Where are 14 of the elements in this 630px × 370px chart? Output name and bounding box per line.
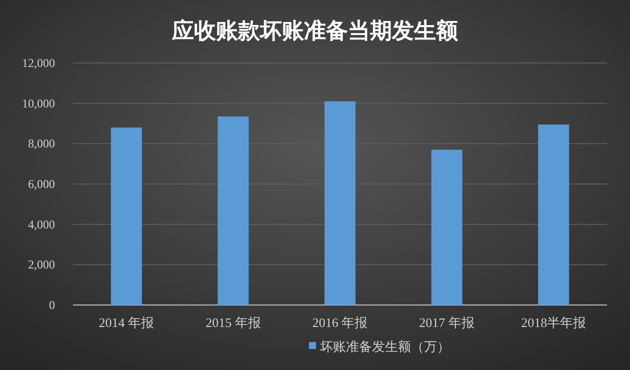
x-tick-label: 2018半年报 [521,315,586,330]
x-tick-label: 2016 年报 [312,315,368,330]
x-tick-label: 2015 年报 [206,315,261,330]
y-tick-label: 6,000 [28,177,55,191]
y-tick-label: 12,000 [22,56,55,70]
y-tick-label: 2,000 [28,258,55,272]
y-tick-label: 4,000 [28,217,55,232]
y-tick-label: 8,000 [28,136,55,151]
y-tick-label: 10,000 [22,96,55,110]
x-tick-label: 2014 年报 [98,315,154,330]
chart-title: 应收账款坏账准备当期发生额 [171,18,459,43]
y-tick-label: 0 [49,298,55,312]
x-tick-label: 2017 年报 [419,315,474,330]
legend-label: 坏账准备发生额（万） [319,339,450,354]
